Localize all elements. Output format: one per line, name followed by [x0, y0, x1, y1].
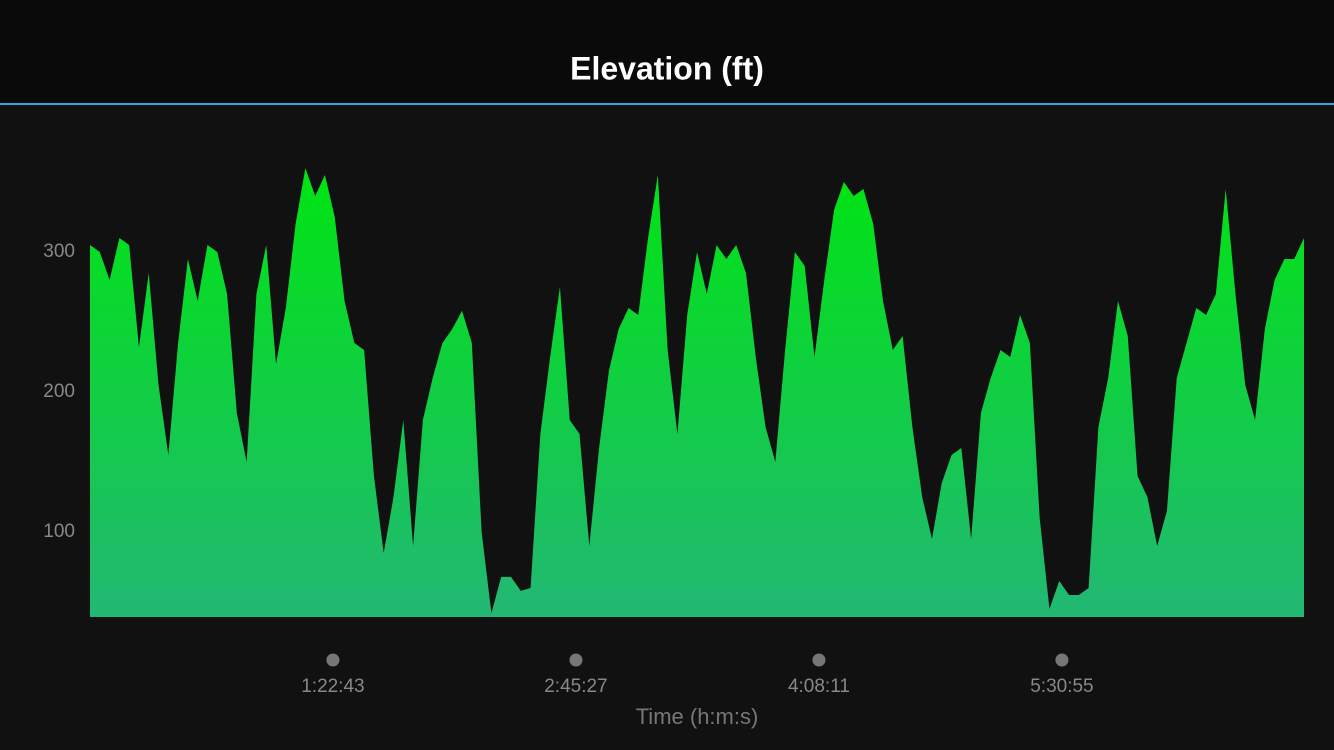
y-tick-label: 200: [43, 381, 75, 402]
x-axis-label: Time (h:m:s): [636, 704, 759, 729]
header-divider: [0, 103, 1334, 105]
x-tick-label: 2:45:27: [544, 676, 607, 697]
y-tick-label: 100: [43, 521, 75, 542]
chart-title: Elevation (ft): [570, 50, 764, 86]
y-tick-label: 300: [43, 241, 75, 262]
x-tick-label: 5:30:55: [1030, 676, 1093, 697]
x-tick-dot: [812, 653, 826, 667]
x-tick-dot: [569, 653, 583, 667]
x-tick-label: 1:22:43: [301, 676, 364, 697]
x-tick-dot: [1055, 653, 1069, 667]
elevation-area: [90, 168, 1304, 617]
header-bar: [0, 0, 1334, 104]
x-tick-dot: [326, 653, 340, 667]
x-tick-label: 4:08:11: [788, 676, 850, 697]
